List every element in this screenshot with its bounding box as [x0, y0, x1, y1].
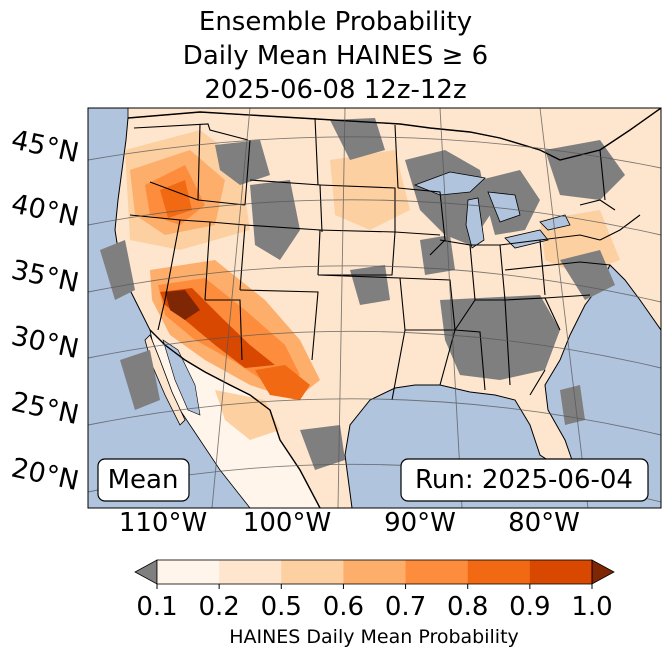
lat-label-25: 25°N [9, 387, 82, 431]
lat-label-40: 40°N [9, 189, 82, 233]
colorbar-bin [405, 560, 469, 584]
lat-label-20: 20°N [9, 453, 82, 497]
lat-label-35: 35°N [9, 255, 82, 299]
colorbar-tick-label: 0.7 [385, 592, 426, 622]
colorbar-frame [156, 559, 593, 585]
colorbar-tick-label: 0.8 [447, 592, 488, 622]
map-panel [88, 108, 661, 508]
colorbar-bin [343, 560, 407, 584]
land-baja [144, 334, 186, 426]
colorbar-label: HAINES Daily Mean Probability [229, 626, 519, 648]
lon-label-100: 100°W [243, 508, 331, 538]
lon-label-110: 110°W [119, 508, 207, 538]
lon-labels: 110°W 100°W 90°W 80°W [119, 508, 580, 538]
colorbar-bin [529, 560, 593, 584]
chart-title-line-1: Ensemble Probability [198, 7, 473, 37]
colorbar-bin [467, 560, 531, 584]
annotation-run-text: Run: 2025-06-04 [415, 465, 633, 495]
below-threshold-shading [100, 118, 625, 470]
great-lakes [413, 171, 571, 249]
colorbar-bin [157, 560, 220, 584]
lat-label-30: 30°N [9, 321, 82, 365]
gulf-of-california [162, 339, 201, 416]
colorbar-tick-label: 0.1 [136, 592, 177, 622]
colorbar-tick-label: 1.0 [571, 592, 612, 622]
lon-label-90: 90°W [384, 508, 456, 538]
lat-label-45: 45°N [9, 125, 82, 169]
colorbar-tick-label: 0.2 [198, 592, 239, 622]
lon-label-80: 80°W [508, 508, 580, 538]
probability-shading [125, 130, 620, 440]
colorbar-tick-label: 0.9 [509, 592, 550, 622]
colorbar-bin [219, 560, 282, 584]
chart-title-line-3: 2025-06-08 12z-12z [204, 75, 467, 105]
colorbar-tick-label: 0.5 [261, 592, 302, 622]
annotation-mean: Mean [97, 458, 190, 502]
colorbar-over-arrow [591, 559, 615, 585]
chart-title-line-2: Daily Mean HAINES ≥ 6 [182, 41, 489, 71]
colorbar-bin [281, 560, 344, 584]
lat-labels: 45°N 40°N 35°N 30°N 25°N 20°N [9, 125, 82, 497]
colorbar: 0.1 0.2 0.5 0.6 0.7 0.8 0.9 1.0 [134, 559, 615, 622]
country-borders [127, 108, 661, 508]
annotation-mean-text: Mean [108, 465, 179, 495]
annotation-run: Run: 2025-06-04 [400, 458, 649, 502]
colorbar-tick-label: 0.6 [323, 592, 364, 622]
map-frame [87, 107, 662, 509]
colorbar-under-arrow [134, 559, 158, 585]
